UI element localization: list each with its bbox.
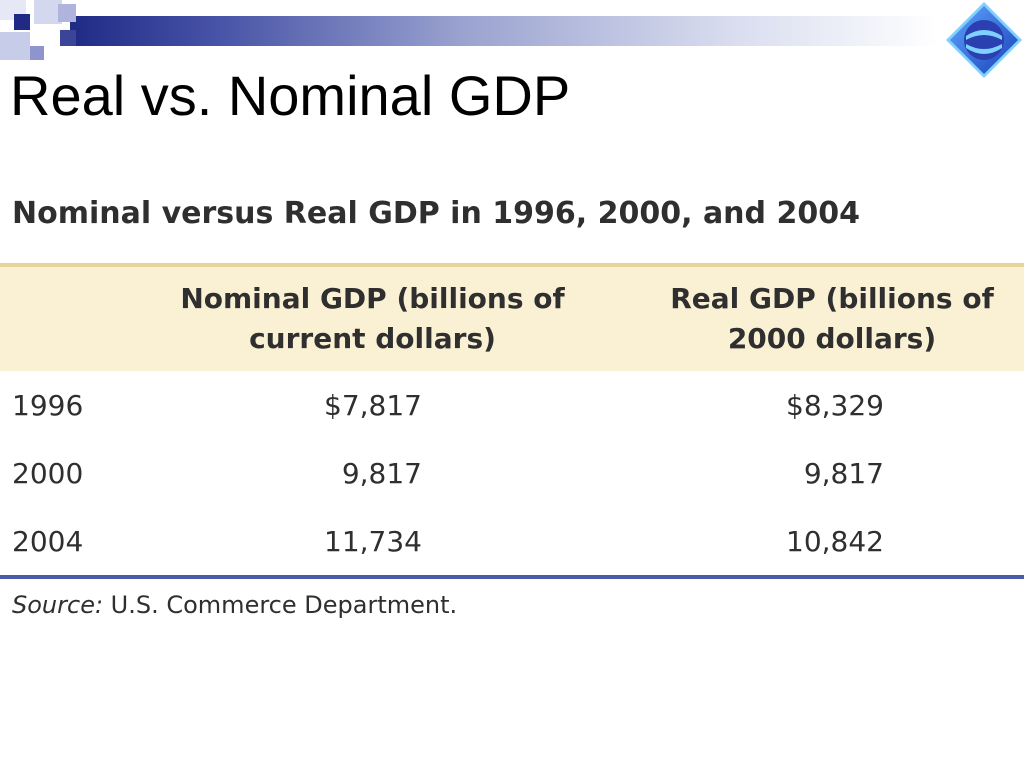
row-year: 2000 [12, 457, 84, 490]
header-gradient-band [70, 16, 940, 46]
diamond-logo-icon [946, 2, 1022, 78]
column-header-nominal-line1: Nominal GDP (billions of [180, 282, 565, 315]
column-header-real-line1: Real GDP (billions of [670, 282, 994, 315]
table-row: 1996 $7,817 $8,329 [0, 372, 1024, 440]
row-year: 1996 [12, 389, 84, 422]
slide-title: Real vs. Nominal GDP [10, 64, 571, 127]
table-bottom-rule [0, 575, 1024, 579]
row-nominal-value: 9,817 [341, 457, 422, 490]
header-squares-decoration [0, 0, 80, 64]
source-label: Source: [12, 591, 104, 619]
table-top-rule [0, 263, 1024, 267]
row-real-value: 10,842 [786, 525, 884, 558]
column-header-nominal-line2: current dollars) [249, 322, 496, 355]
column-header-nominal: Nominal GDP (billions of current dollars… [150, 279, 595, 359]
source-text: U.S. Commerce Department. [103, 591, 458, 619]
source-note: Source: U.S. Commerce Department. [12, 588, 457, 622]
row-nominal-value: $7,817 [324, 389, 422, 422]
row-real-value: 9,817 [803, 457, 884, 490]
row-year: 2004 [12, 525, 84, 558]
table-header-row: Nominal GDP (billions of current dollars… [0, 267, 1024, 371]
table-caption: Nominal versus Real GDP in 1996, 2000, a… [12, 196, 860, 231]
column-header-real: Real GDP (billions of 2000 dollars) [640, 279, 1024, 359]
table-row: 2000 9,817 9,817 [0, 440, 1024, 508]
row-nominal-value: 11,734 [324, 525, 422, 558]
column-header-real-line2: 2000 dollars) [727, 322, 937, 355]
table-row: 2004 11,734 10,842 [0, 508, 1024, 576]
row-real-value: $8,329 [786, 389, 884, 422]
